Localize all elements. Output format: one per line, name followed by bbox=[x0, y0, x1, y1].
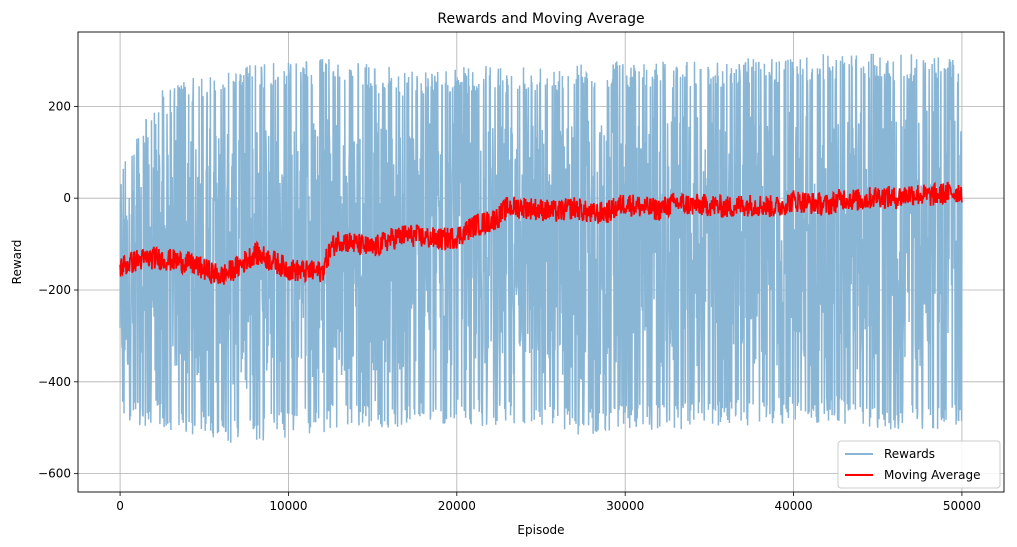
x-axis-label: Episode bbox=[517, 523, 564, 537]
legend-label-rewards: Rewards bbox=[884, 447, 935, 461]
x-tick-label: 50000 bbox=[943, 499, 981, 513]
legend-box bbox=[837, 440, 1001, 489]
y-tick-label: 200 bbox=[48, 99, 71, 113]
y-axis-ticks: −600 −400 −200 0 200 bbox=[38, 99, 78, 481]
y-tick-label: −600 bbox=[38, 467, 71, 481]
x-tick-label: 0 bbox=[116, 499, 124, 513]
plot-area bbox=[119, 53, 963, 443]
x-tick-label: 20000 bbox=[438, 499, 476, 513]
y-tick-label: −200 bbox=[38, 283, 71, 297]
x-tick-label: 10000 bbox=[269, 499, 307, 513]
y-tick-label: −400 bbox=[38, 375, 71, 389]
x-tick-label: 40000 bbox=[774, 499, 812, 513]
plot-frame bbox=[77, 31, 1005, 493]
legend: Rewards Moving Average bbox=[837, 440, 1001, 489]
y-tick-label: 0 bbox=[63, 191, 71, 205]
x-axis-ticks: 0 10000 20000 30000 40000 50000 bbox=[116, 492, 981, 513]
x-tick-label: 30000 bbox=[606, 499, 644, 513]
moving-average-series-line bbox=[119, 181, 963, 285]
legend-label-moving-average: Moving Average bbox=[884, 468, 980, 482]
rewards-series-line bbox=[119, 53, 963, 443]
y-axis-label: Reward bbox=[10, 240, 24, 285]
chart-title: Rewards and Moving Average bbox=[437, 11, 644, 27]
